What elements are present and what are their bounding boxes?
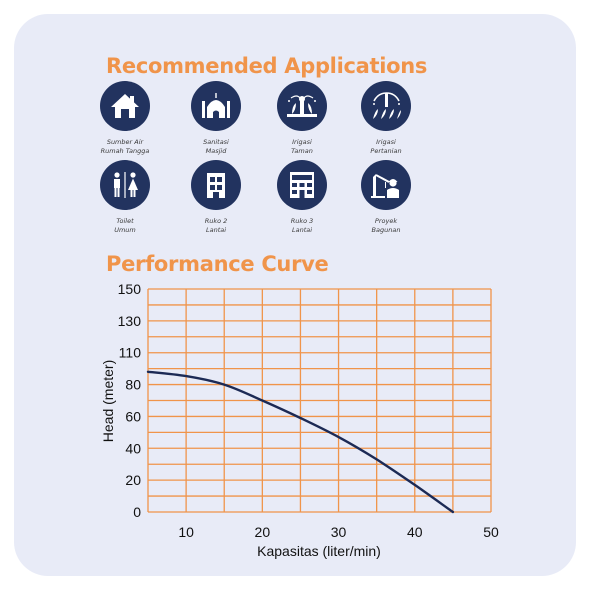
y-axis-label: Head (meter) (100, 360, 116, 442)
application-item-farm-irrigation: Irigasi Pertanian (341, 81, 431, 155)
application-label: Ruko 3 Lantai (290, 217, 314, 234)
x-tick-label: 40 (407, 524, 423, 540)
application-label: Sanitasi Masjid (203, 138, 229, 155)
y-tick-label: 0 (133, 504, 141, 520)
x-tick-label: 50 (483, 524, 499, 540)
y-tick-label: 40 (125, 440, 141, 456)
garden-irrigation-icon (277, 81, 327, 131)
y-tick-label: 80 (125, 377, 141, 393)
y-tick-label: 110 (119, 345, 142, 361)
farm-irrigation-icon (361, 81, 411, 131)
y-tick-label: 20 (125, 472, 141, 488)
application-item-building-3-floor: Ruko 3 Lantai (257, 160, 347, 234)
chart-series (146, 370, 455, 514)
y-tick-label: 60 (125, 408, 141, 424)
application-item-toilet: Toilet Umum (80, 160, 170, 234)
mosque-icon (191, 81, 241, 131)
performance-curve-title: Performance Curve (106, 252, 329, 276)
building-3-floor-icon (277, 160, 327, 210)
building-2-floor-icon (191, 160, 241, 210)
performance-chart: 0 20 40 60 80 110 130 150 10 20 30 40 50 Kapasitas (… (100, 281, 499, 559)
application-item-house: Sumber Air Rumah Tangga (80, 81, 170, 155)
y-tick-label: 130 (118, 313, 142, 329)
application-label: Irigasi Pertanian (370, 138, 402, 155)
application-item-garden-irrigation: Irigasi Taman (257, 81, 347, 155)
application-label: Irigasi Taman (291, 138, 313, 155)
house-icon (100, 81, 150, 131)
x-tick-label: 10 (178, 524, 194, 540)
application-label: Sumber Air Rumah Tangga (100, 138, 150, 155)
application-label: Proyek Bagunan (371, 217, 401, 234)
construction-icon (361, 160, 411, 210)
x-axis-label: Kapasitas (liter/min) (257, 543, 381, 559)
x-tick-label: 20 (255, 524, 271, 540)
chart-ticks: 0 20 40 60 80 110 130 150 10 20 30 40 50 (118, 281, 499, 540)
application-item-construction: Proyek Bagunan (341, 160, 431, 234)
applications-title: Recommended Applications (106, 54, 428, 78)
application-item-mosque: Sanitasi Masjid (171, 81, 261, 155)
application-label: Toilet Umum (114, 217, 136, 234)
toilet-icon (100, 160, 150, 210)
chart-grid (147, 288, 492, 513)
y-tick-label: 150 (118, 281, 142, 297)
performance-curve-line (146, 370, 455, 514)
application-label: Ruko 2 Lantai (204, 217, 228, 234)
application-item-building-2-floor: Ruko 2 Lantai (171, 160, 261, 234)
x-tick-label: 30 (331, 524, 347, 540)
